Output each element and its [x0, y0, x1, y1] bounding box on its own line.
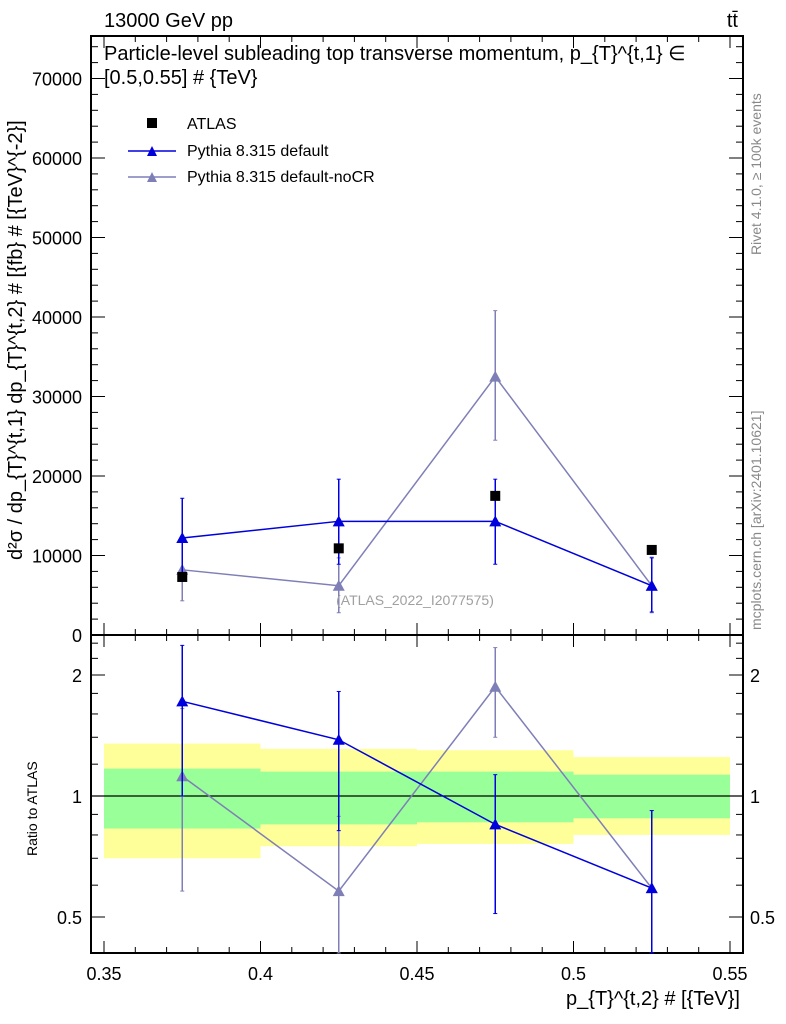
ratio-default-point	[176, 695, 189, 707]
main-y-tick-label: 10000	[32, 547, 82, 567]
plot-title: Particle-level subleading top transverse…	[104, 43, 686, 89]
ratio-default-point	[332, 733, 345, 745]
x-tick-label: 0.55	[712, 964, 747, 984]
x-tick-label: 0.5	[561, 964, 586, 984]
main-nocr-point	[332, 579, 345, 591]
ratio-y-tick-label: 0.5	[57, 908, 82, 928]
x-tick-label: 0.35	[86, 964, 121, 984]
main-default-line	[182, 520, 653, 587]
plot-title-box: Particle-level subleading top transverse…	[104, 43, 686, 89]
ratio-y-tick-label: 2	[72, 666, 82, 686]
legend: ATLAS Pythia 8.315 default Pythia 8.315 …	[128, 116, 375, 186]
main-atlas-point	[333, 543, 344, 554]
ratio-nocr-point	[489, 680, 502, 692]
ratio-y-tick-label-right: 2	[750, 666, 760, 686]
axes: 0.35 0.4 0.45 0.5 0.55 0 10000 20000 30000 40000 5…	[32, 35, 775, 984]
main-default-point	[645, 579, 658, 591]
ratio-default-line	[182, 700, 653, 889]
energy-label: 13000 GeV pp	[104, 10, 233, 32]
legend-atlas-marker	[147, 118, 157, 128]
ratio-y-tick-label-right: 1	[750, 787, 760, 807]
main-y-tick-label: 20000	[32, 467, 82, 487]
rivet-label: Rivet 4.1.0, ≥ 100k events	[748, 93, 764, 255]
main-y-tick-label: 40000	[32, 308, 82, 328]
main-atlas-point	[490, 490, 501, 501]
legend-atlas-label: ATLAS	[187, 116, 237, 133]
legend-nocr-marker	[147, 172, 157, 182]
ratio-default	[176, 644, 658, 954]
ratio-nocr-point	[332, 885, 345, 897]
ratio-default-point	[489, 818, 502, 830]
mcplots-label: mcplots.cern.ch [arXiv:2401.10621]	[748, 411, 764, 630]
main-y-tick-label: 70000	[32, 70, 82, 90]
legend-nocr-label: Pythia 8.315 default-noCR	[187, 169, 375, 186]
legend-default-label: Pythia 8.315 default	[187, 143, 329, 160]
main-y-tick-label: 0	[72, 626, 82, 646]
ratio-bands	[104, 743, 730, 859]
process-label: tt̄	[727, 10, 739, 32]
ratio-nocr-line	[181, 685, 653, 893]
ratio-y-axis-label: Ratio to ATLAS	[24, 761, 40, 856]
main-default-point	[332, 515, 345, 527]
main-y-axis-label: d²σ / dp_{T}^{t,1} dp_{T}^{t,2} # [{fb} …	[5, 120, 27, 560]
main-atlas-point	[646, 544, 657, 555]
ratio-y-tick-label-right: 0.5	[750, 908, 775, 928]
main-default-point	[176, 532, 189, 544]
legend-default-marker	[147, 146, 157, 156]
ratio-y-tick-label: 1	[72, 787, 82, 807]
x-tick-label: 0.4	[248, 964, 273, 984]
main-nocr-point	[489, 370, 502, 382]
watermark: (ATLAS_2022_I2077575)	[336, 592, 494, 608]
data-marks	[176, 310, 658, 954]
main-default	[176, 478, 658, 613]
x-axis-label: p_{T}^{t,2} # [{TeV}]	[566, 988, 740, 1010]
main-nocr	[176, 310, 658, 614]
main-default-point	[489, 515, 502, 527]
main-y-tick-label: 60000	[32, 149, 82, 169]
main-y-tick-label: 50000	[32, 229, 82, 249]
main-atlas-point	[177, 571, 188, 582]
ratio-default-point	[645, 882, 658, 894]
x-tick-label: 0.45	[399, 964, 434, 984]
main-nocr-line	[182, 375, 653, 587]
main-y-tick-label: 30000	[32, 388, 82, 408]
